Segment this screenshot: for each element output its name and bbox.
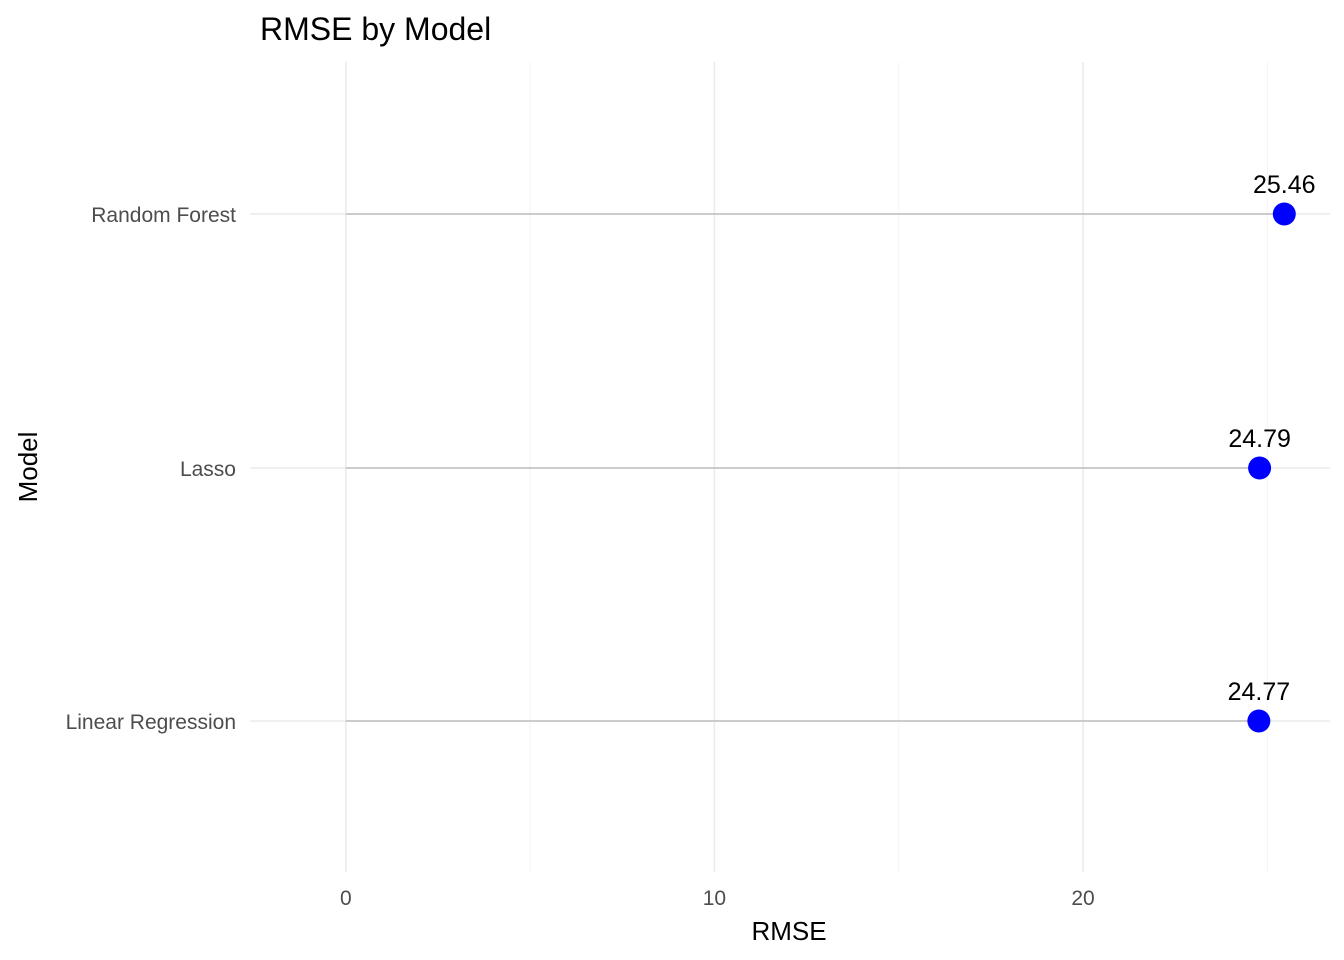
- data-label: 24.77: [1228, 678, 1291, 706]
- chart-title: RMSE by Model: [260, 11, 491, 47]
- data-label: 24.79: [1228, 425, 1291, 453]
- y-tick-label: Linear Regression: [66, 711, 236, 734]
- x-tick-label: 20: [1071, 887, 1094, 910]
- x-tick-label: 10: [703, 887, 726, 910]
- stem-layer: [345, 213, 1285, 722]
- y-tick-label: Random Forest: [91, 204, 236, 227]
- data-label-layer: 24.77 24.79 25.46: [1228, 171, 1316, 706]
- x-axis-title: RMSE: [751, 916, 826, 946]
- x-tick-label: 0: [340, 887, 352, 910]
- y-tick-label: Lasso: [180, 458, 236, 481]
- tick-label-layer: 0 10 20 Linear Regression Lasso Random Forest: [66, 204, 1095, 910]
- lollipop-point: [1272, 202, 1296, 226]
- lollipop-point: [1248, 456, 1272, 480]
- lollipop-point: [1247, 709, 1271, 733]
- y-axis-title: Model: [13, 432, 43, 503]
- data-label: 25.46: [1253, 171, 1316, 199]
- grid-layer: [250, 62, 1330, 872]
- point-layer: [1247, 202, 1296, 733]
